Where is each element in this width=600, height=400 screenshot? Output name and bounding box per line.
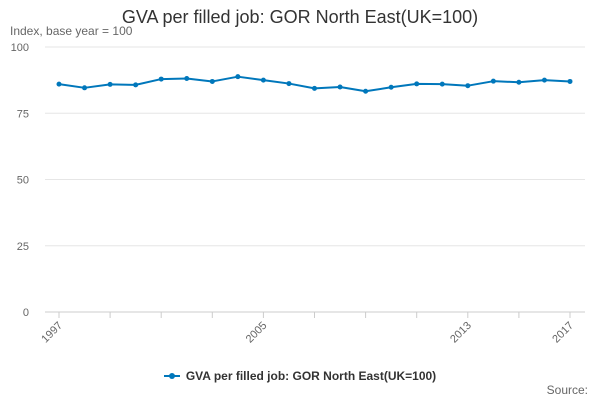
x-tick-label: 2005 bbox=[244, 320, 270, 346]
legend-label: GVA per filled job: GOR North East(UK=10… bbox=[185, 369, 437, 383]
data-point bbox=[133, 82, 139, 88]
data-point bbox=[107, 81, 113, 87]
data-point bbox=[439, 81, 445, 87]
series-layer bbox=[56, 74, 573, 94]
y-tick-label: 75 bbox=[17, 108, 29, 120]
axes: 0 25 50 75 100 1997 2005 2013 2017 bbox=[11, 42, 585, 345]
data-point bbox=[82, 85, 88, 91]
data-point bbox=[184, 76, 190, 82]
gridlines bbox=[45, 46, 585, 247]
data-point bbox=[209, 78, 215, 84]
data-point bbox=[490, 78, 496, 84]
legend[interactable]: GVA per filled job: GOR North East(UK=10… bbox=[0, 366, 600, 383]
legend-swatch bbox=[163, 373, 180, 379]
y-tick-label: 0 bbox=[23, 307, 29, 319]
x-tick-label: 2017 bbox=[550, 320, 576, 346]
x-tick-label: 2013 bbox=[448, 320, 474, 346]
chart-title: GVA per filled job: GOR North East(UK=10… bbox=[121, 7, 479, 27]
y-tick-label: 50 bbox=[17, 175, 29, 187]
y-axis-label: Index, base year = 100 bbox=[10, 24, 133, 38]
data-point bbox=[414, 81, 420, 87]
data-point bbox=[286, 81, 292, 87]
data-point bbox=[158, 76, 164, 82]
source-label: Source: bbox=[546, 383, 588, 397]
legend-item[interactable]: GVA per filled job: GOR North East(UK=10… bbox=[163, 369, 437, 383]
data-point bbox=[235, 74, 241, 80]
y-tick-label: 100 bbox=[11, 42, 29, 54]
data-point bbox=[337, 84, 343, 90]
data-point bbox=[541, 77, 547, 83]
data-point bbox=[567, 78, 573, 84]
data-point bbox=[363, 88, 369, 94]
data-point bbox=[260, 77, 266, 83]
data-point bbox=[312, 85, 317, 91]
y-tick-label: 25 bbox=[17, 241, 29, 253]
x-tick-label: 1997 bbox=[39, 320, 65, 346]
data-point bbox=[388, 84, 394, 90]
data-point bbox=[56, 81, 62, 87]
data-point bbox=[516, 79, 522, 85]
data-point bbox=[465, 83, 471, 89]
